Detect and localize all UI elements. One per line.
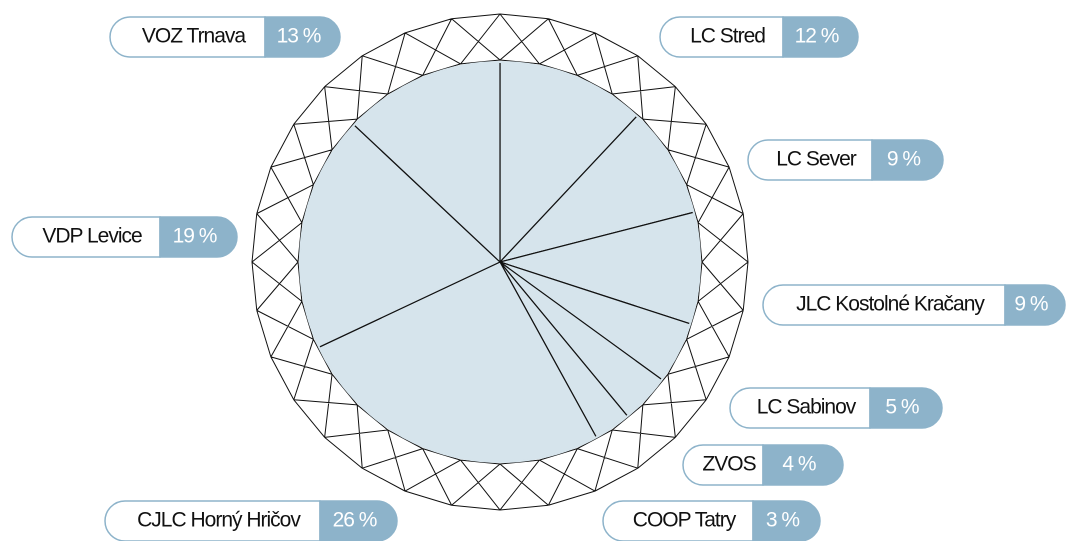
- value-label: 9 %: [1014, 293, 1048, 316]
- category-label: LC Sever: [776, 148, 857, 171]
- category-label: CJLC Horný Hričov: [137, 509, 301, 532]
- value-label: 4 %: [782, 453, 816, 476]
- value-label: 26 %: [333, 509, 377, 532]
- category-label: ZVOS: [702, 453, 756, 476]
- value-label: 19 %: [173, 225, 217, 248]
- category-label: COOP Tatry: [633, 509, 737, 532]
- value-label: 3 %: [766, 509, 800, 532]
- value-label: 13 %: [277, 25, 321, 48]
- category-label: LC Sabinov: [757, 396, 857, 419]
- category-label: VOZ Trnava: [142, 25, 247, 48]
- value-label: 9 %: [887, 148, 921, 171]
- category-label: JLC Kostolné Kračany: [796, 293, 985, 316]
- category-label: LC Stred: [690, 25, 765, 48]
- chart: LC Stred 12 % LC Sever 9 % JLC Kostolné Krač…: [0, 0, 1068, 541]
- value-label: 12 %: [795, 25, 839, 48]
- category-label: VDP Levice: [42, 225, 142, 248]
- value-label: 5 %: [885, 396, 919, 419]
